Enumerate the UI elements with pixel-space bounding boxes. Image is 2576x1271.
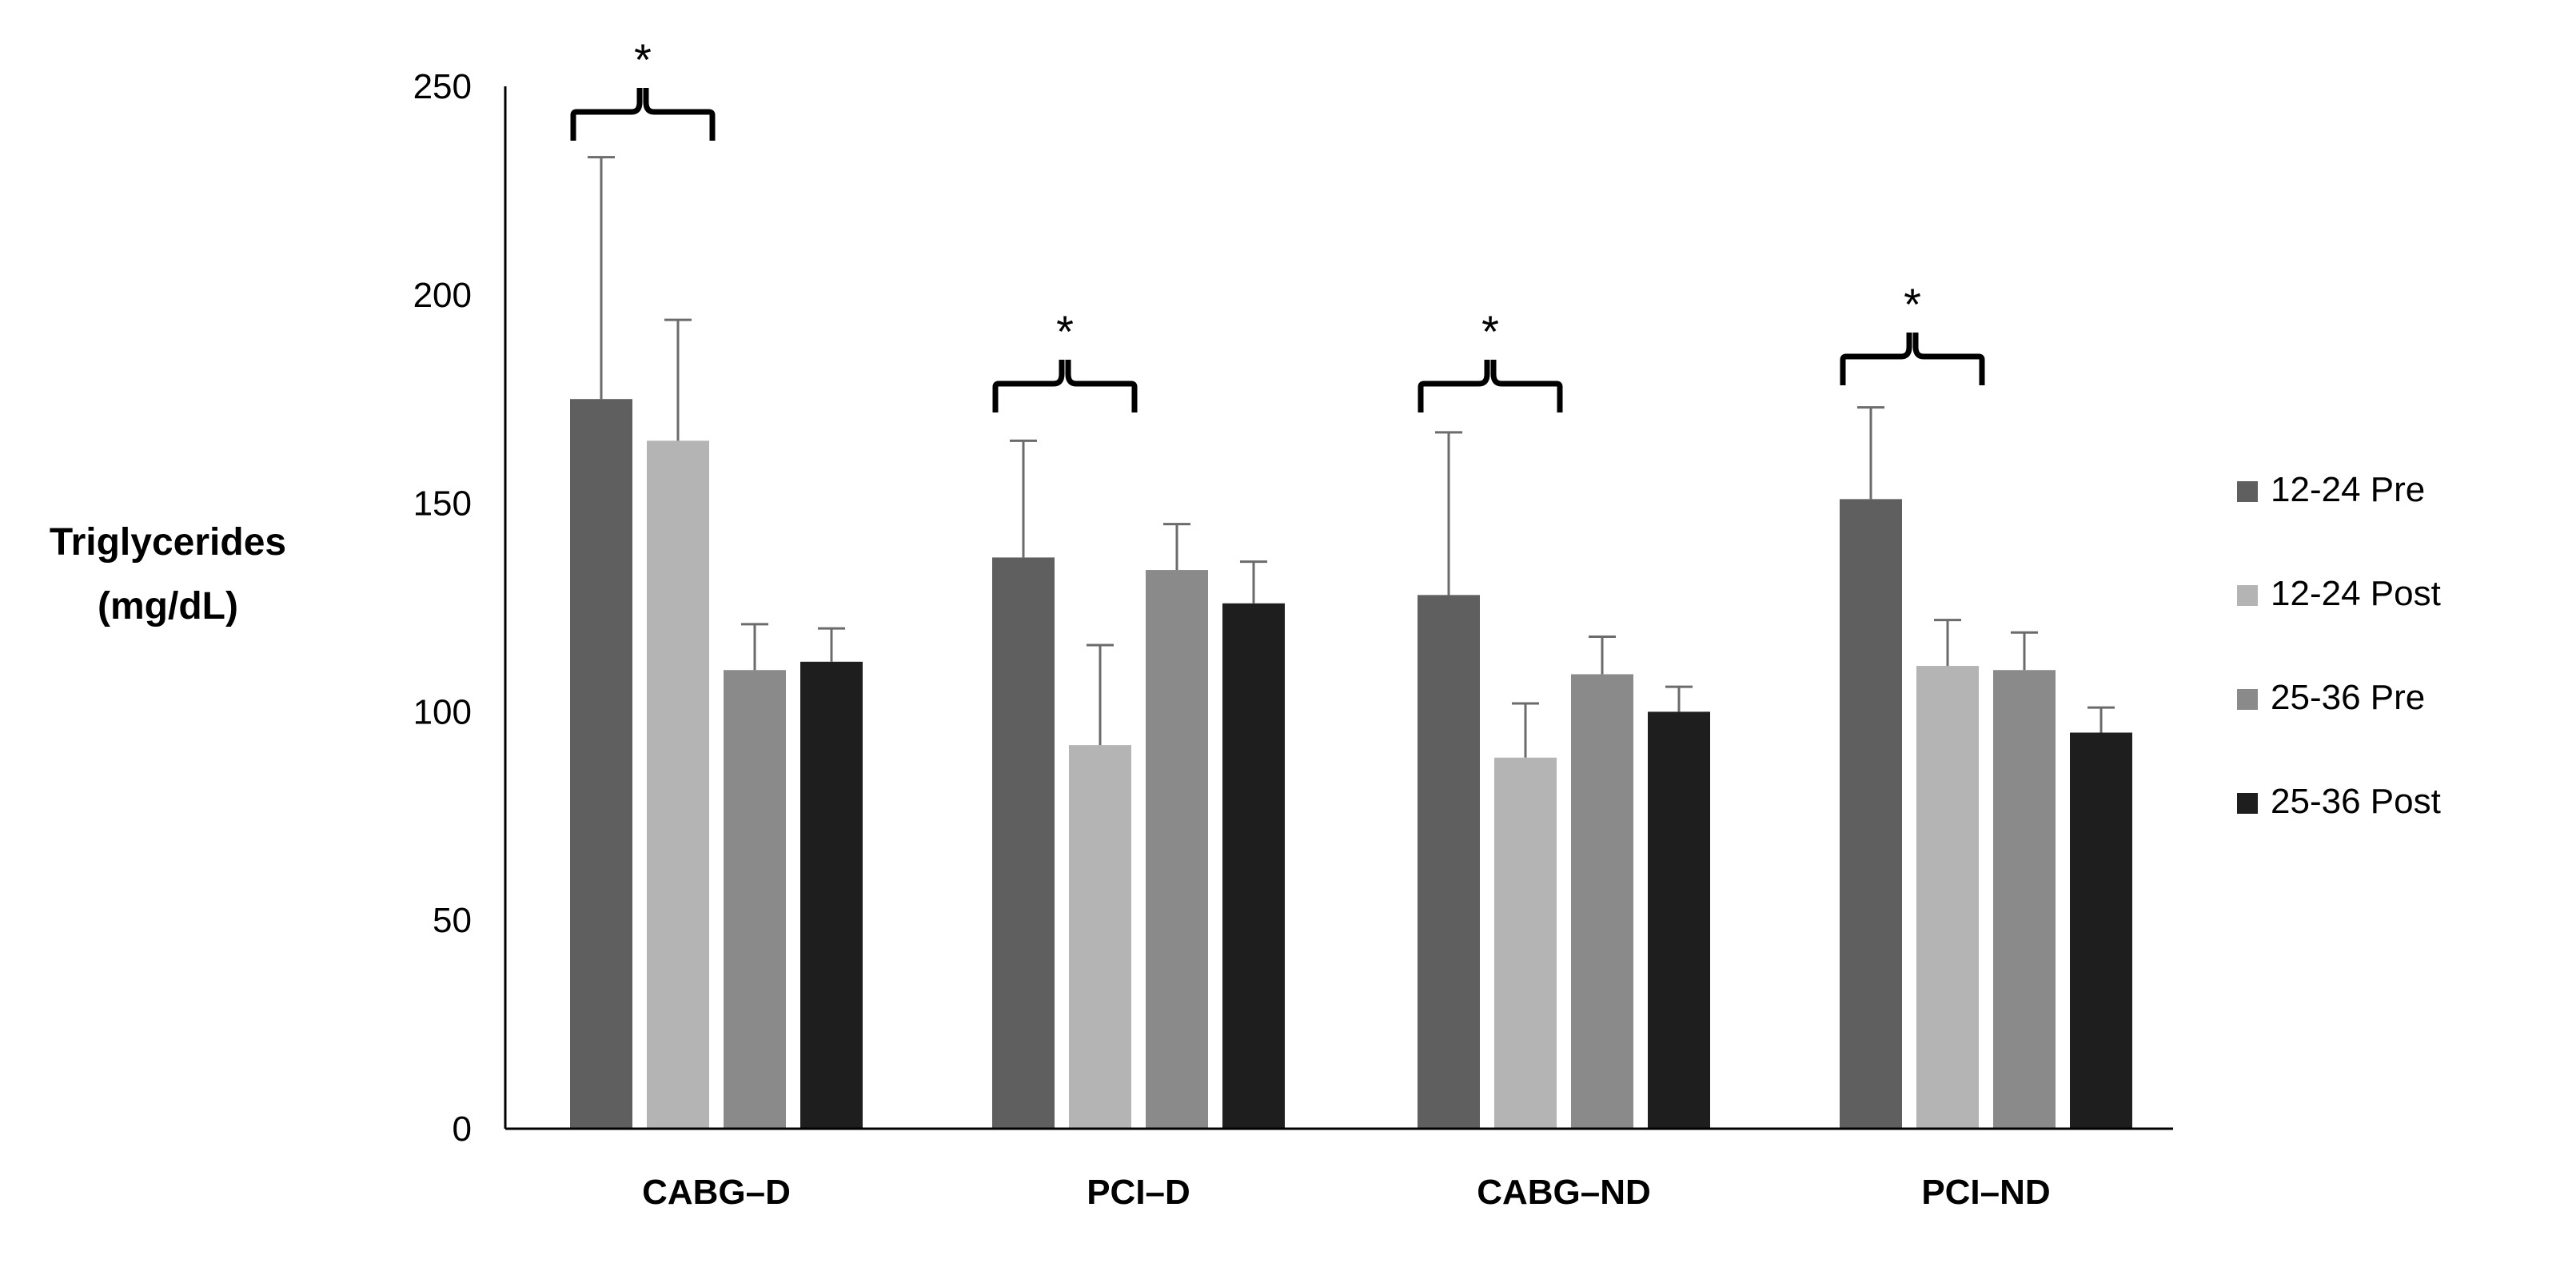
bar xyxy=(1840,499,1902,1129)
bar xyxy=(2070,732,2132,1129)
bar xyxy=(1648,711,1710,1129)
significance-star: * xyxy=(1481,306,1499,357)
y-axis-label: (mg/dL) xyxy=(98,585,238,628)
x-category-label: CABG–ND xyxy=(1477,1173,1651,1212)
y-tick-label: 100 xyxy=(413,692,472,731)
legend-swatch xyxy=(2237,481,2258,502)
bar xyxy=(1571,674,1633,1129)
bar xyxy=(1494,757,1557,1129)
y-tick-label: 250 xyxy=(413,67,472,106)
bar xyxy=(1418,595,1480,1129)
bar xyxy=(1993,670,2056,1129)
legend-label: 12-24 Pre xyxy=(2271,470,2425,509)
significance-brace xyxy=(1418,360,1563,412)
bar xyxy=(647,440,709,1129)
bar xyxy=(992,557,1055,1129)
bar xyxy=(1222,603,1285,1129)
x-category-label: PCI–D xyxy=(1087,1173,1190,1212)
bar xyxy=(1146,570,1208,1129)
y-tick-label: 150 xyxy=(413,484,472,524)
x-category-label: PCI–ND xyxy=(1921,1173,2050,1212)
bar xyxy=(1069,745,1131,1129)
series-12-24-pre xyxy=(570,156,1902,1129)
series-12-24-post xyxy=(647,318,1979,1129)
series-25-36-pre xyxy=(724,523,2056,1129)
legend-label: 25-36 Post xyxy=(2271,782,2441,821)
significance-brace xyxy=(992,360,1138,412)
legend-label: 25-36 Pre xyxy=(2271,678,2425,717)
x-category-label: CABG–D xyxy=(642,1173,791,1212)
y-axis-label: Triglycerides xyxy=(50,521,286,564)
bar xyxy=(800,661,863,1129)
significance-star: * xyxy=(1056,306,1074,357)
significance-star: * xyxy=(1904,279,1921,329)
bar xyxy=(1916,666,1979,1129)
legend-swatch xyxy=(2237,585,2258,606)
legend-label: 12-24 Post xyxy=(2271,574,2441,613)
y-tick-label: 0 xyxy=(453,1110,472,1149)
significance-brace xyxy=(570,88,716,141)
significance-brace xyxy=(1840,333,1985,385)
bar xyxy=(724,670,786,1129)
bar xyxy=(570,399,632,1129)
y-tick-label: 50 xyxy=(433,901,472,940)
legend-swatch xyxy=(2237,689,2258,710)
significance-star: * xyxy=(634,34,652,85)
y-tick-label: 200 xyxy=(413,276,472,315)
series-25-36-post xyxy=(800,560,2132,1129)
legend-swatch xyxy=(2237,793,2258,814)
